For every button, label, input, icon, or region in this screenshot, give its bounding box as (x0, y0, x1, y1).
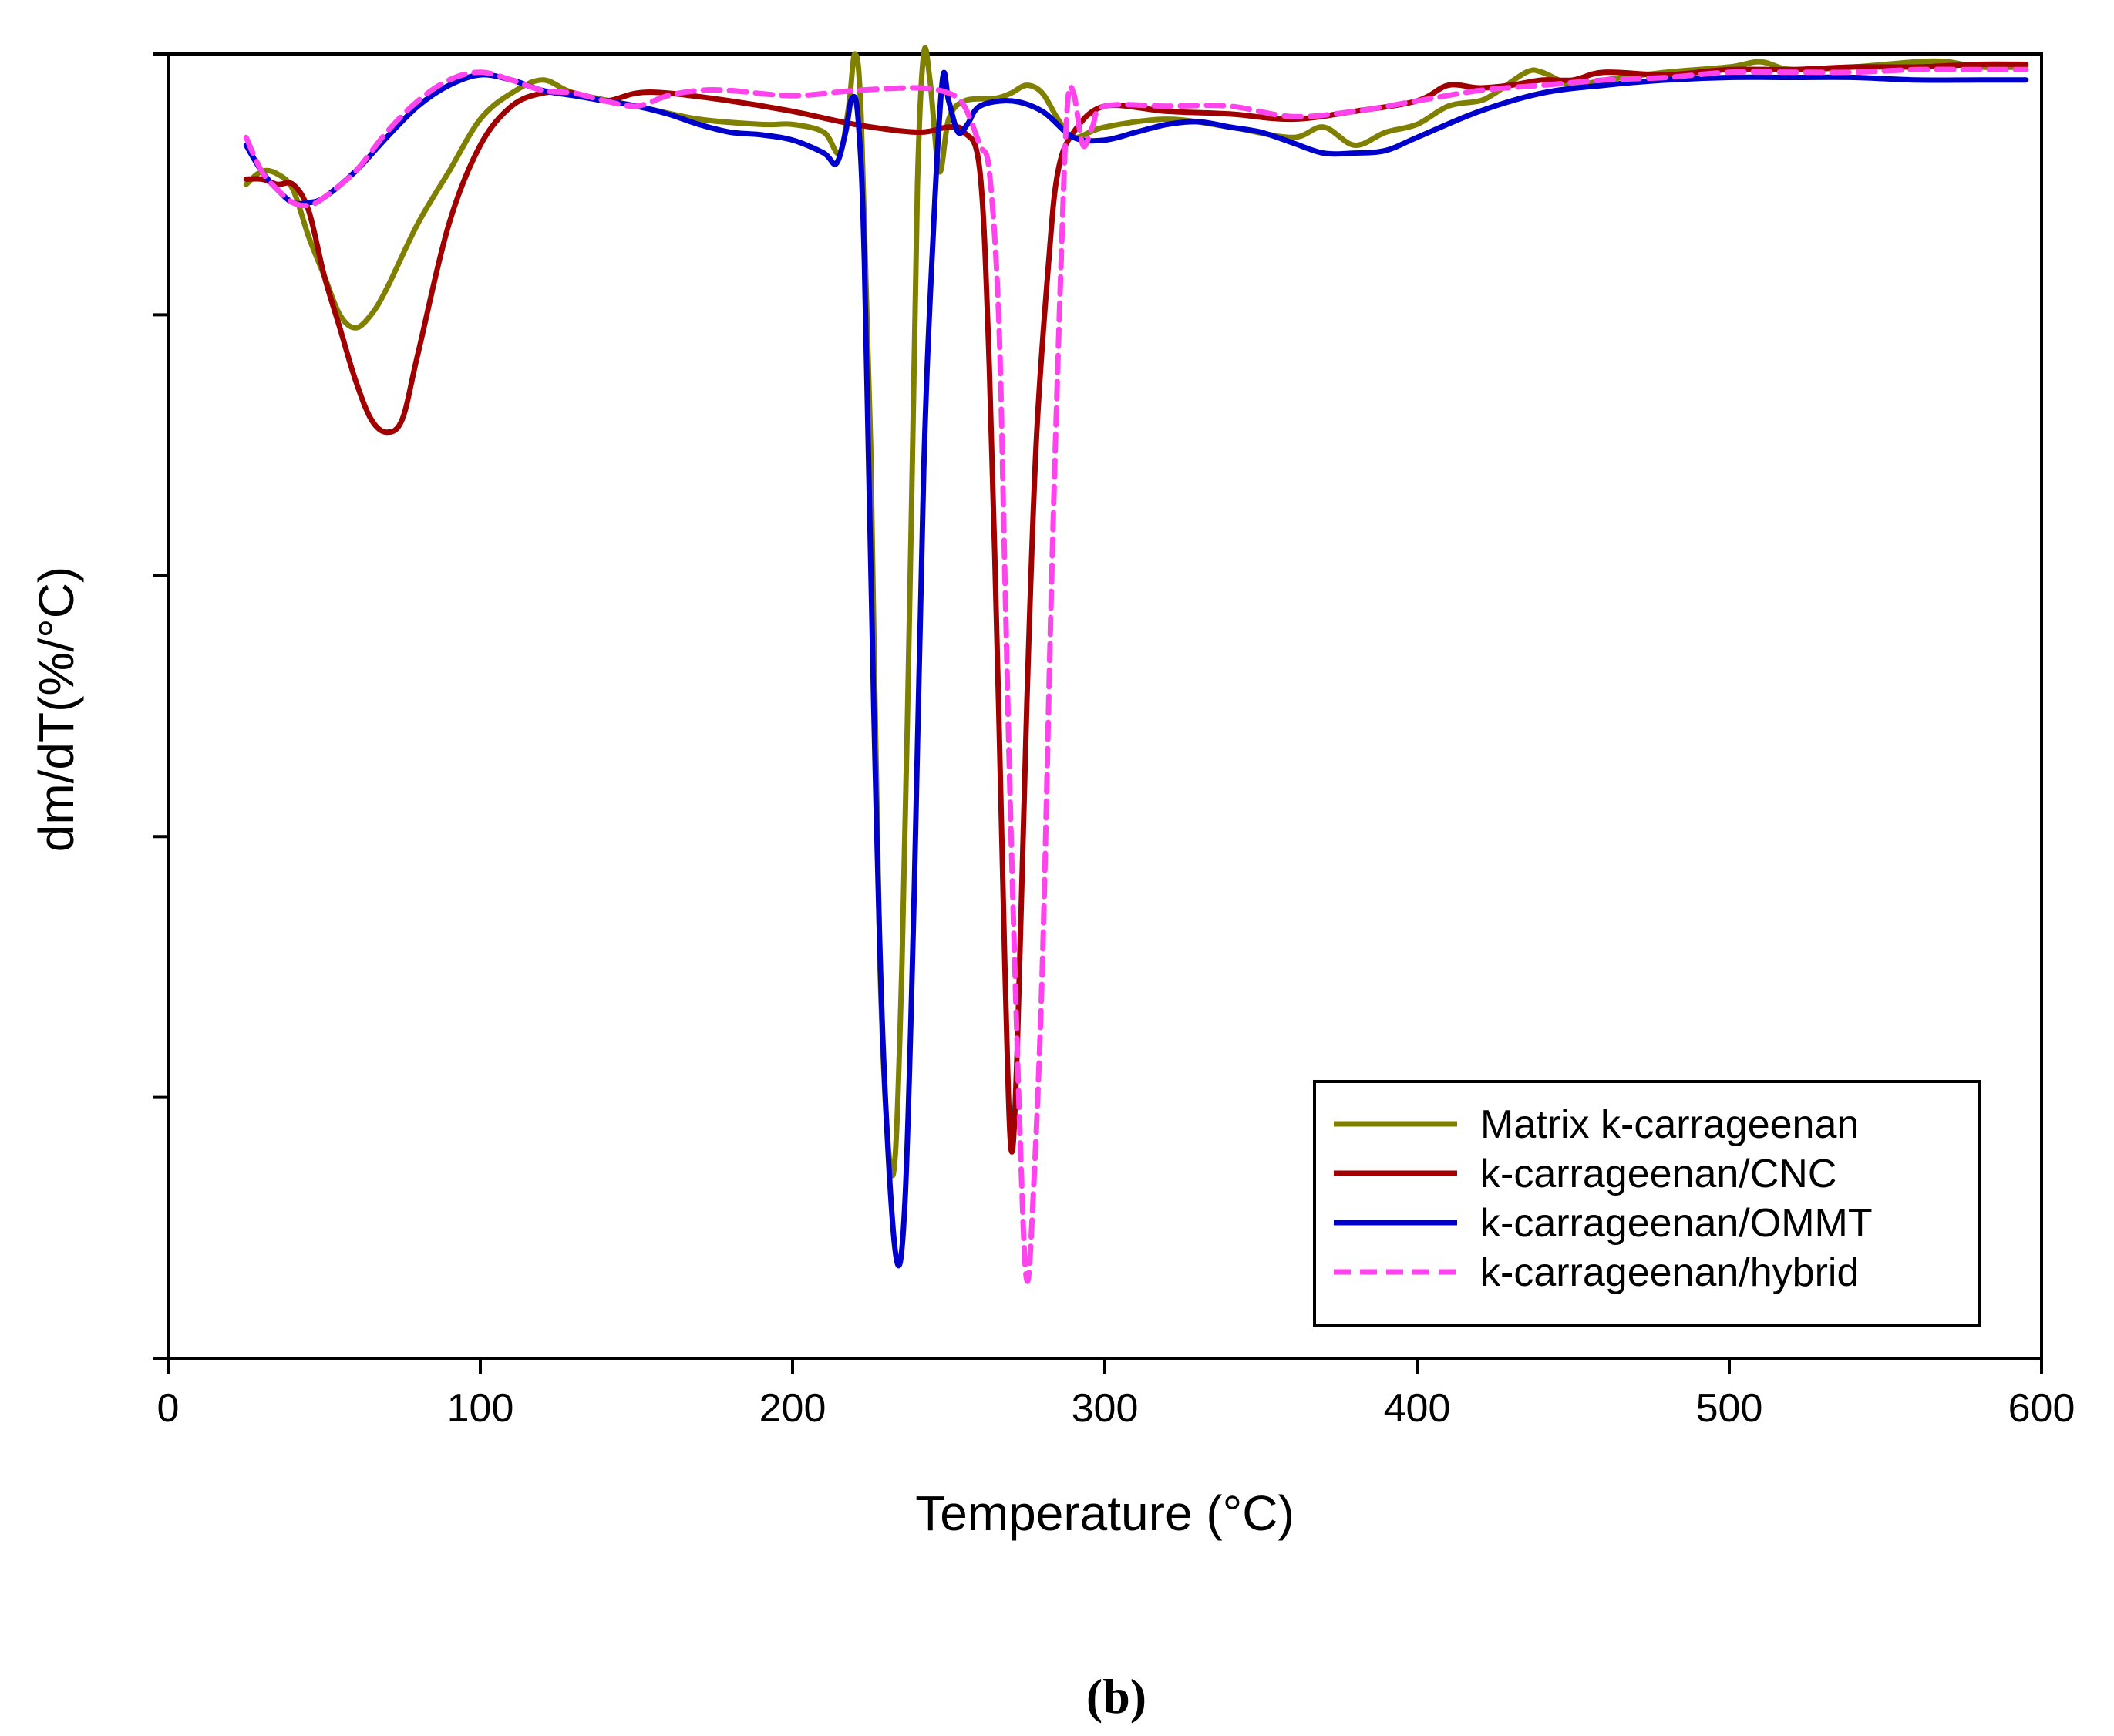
series-line-4 (243, 66, 2029, 1284)
x-tick-label: 300 (1072, 1386, 1139, 1431)
x-axis-title: Temperature (°C) (915, 1485, 1294, 1541)
series-layer (243, 45, 2029, 1284)
y-axis-title: dm/dT(%/°C) (29, 567, 84, 853)
x-tick-label: 100 (447, 1386, 514, 1431)
legend-label: k-carrageenan/hybrid (1480, 1250, 1859, 1295)
x-tick-label: 0 (157, 1386, 180, 1431)
series-line-1 (243, 45, 2029, 1179)
legend-label: k-carrageenan/OMMT (1480, 1201, 1873, 1246)
x-axis-ticks: 0 100 200 300 400 500 600 (157, 1358, 2075, 1431)
x-tick-label: 200 (759, 1386, 826, 1431)
x-tick-label: 600 (2008, 1386, 2075, 1431)
series-line-2 (243, 61, 2029, 1155)
x-tick-label: 500 (1696, 1386, 1763, 1431)
x-tick-label: 400 (1384, 1386, 1451, 1431)
legend-label: Matrix k-carrageenan (1480, 1102, 1859, 1147)
legend-label: k-carrageenan/CNC (1480, 1152, 1836, 1196)
panel-label: (b) (1086, 1669, 1146, 1724)
legend: Matrix k-carrageenan k-carrageenan/CNC k-c… (1313, 1080, 1981, 1327)
y-axis-ticks (153, 52, 168, 1360)
